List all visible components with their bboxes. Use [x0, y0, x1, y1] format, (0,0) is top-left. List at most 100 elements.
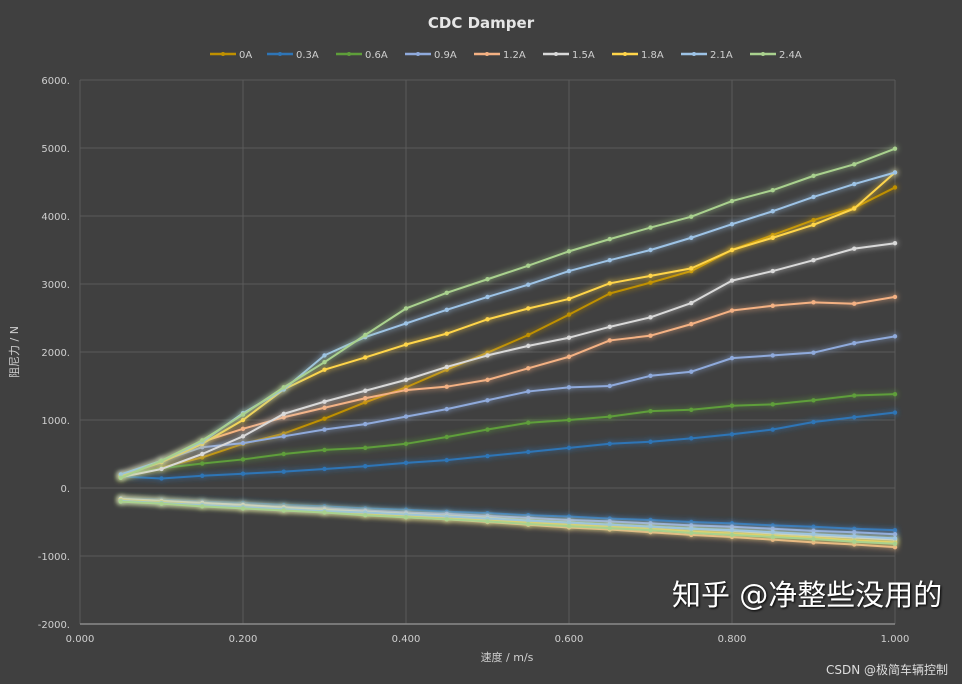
legend-item-0.9A: 0.9A [405, 50, 457, 61]
data-point [729, 221, 735, 227]
data-point [281, 451, 286, 457]
legend-item-0.3A: 0.3A [267, 50, 319, 61]
legend-item-0A: 0A [210, 50, 252, 61]
series-line-compression [120, 295, 896, 477]
legend-label: 0.6A [365, 50, 388, 61]
data-point [281, 385, 286, 390]
legend-item-0.6A: 0.6A [336, 50, 388, 61]
legend-label: 1.8A [641, 50, 664, 61]
data-point [852, 162, 857, 167]
data-point [444, 517, 449, 522]
zhihu-watermark: 知乎 @净整些没用的 [672, 578, 943, 612]
data-point [566, 520, 572, 525]
data-point [444, 290, 449, 296]
data-point [444, 364, 449, 370]
data-point [607, 281, 612, 286]
data-point [689, 235, 694, 240]
data-point [729, 403, 735, 408]
data-point [811, 217, 816, 223]
legend-marker [221, 52, 225, 56]
data-point [729, 247, 735, 253]
data-point [770, 303, 775, 308]
data-point [526, 518, 531, 523]
data-point [526, 420, 531, 425]
data-point [852, 301, 857, 306]
y-axis-title: 阻尼力 / N [8, 326, 21, 378]
data-point [485, 317, 490, 322]
data-point [648, 408, 653, 414]
data-point [648, 527, 653, 533]
data-point [770, 427, 775, 432]
data-point [811, 419, 816, 425]
data-point [852, 246, 857, 251]
y-tick-label: 4000. [41, 212, 70, 223]
data-point [363, 421, 368, 427]
data-point [811, 194, 816, 200]
data-point [689, 530, 694, 536]
data-point [689, 519, 694, 525]
series-line-compression [120, 242, 896, 479]
series-group [118, 146, 898, 550]
data-point [240, 440, 246, 446]
legend-marker [761, 52, 765, 56]
chart-title: CDC Damper [428, 14, 535, 32]
data-point [689, 214, 694, 219]
x-tick-label: 1.000 [881, 634, 910, 645]
legend-label: 2.1A [710, 50, 733, 61]
data-point [403, 387, 409, 393]
data-point [689, 526, 694, 531]
data-point [729, 198, 735, 204]
data-point [689, 300, 694, 306]
series-line-compression [120, 335, 896, 477]
data-point [770, 187, 775, 193]
data-point [892, 334, 898, 339]
data-point [892, 536, 898, 541]
series-0.6A [118, 391, 898, 541]
data-point [240, 417, 246, 423]
data-point [444, 331, 449, 336]
data-point [403, 377, 409, 383]
data-point [811, 540, 816, 545]
data-point [811, 536, 816, 542]
data-point [322, 360, 327, 365]
data-point [526, 521, 531, 527]
data-point [485, 294, 490, 300]
data-point [770, 523, 775, 528]
data-point [729, 521, 735, 526]
data-point [118, 475, 123, 480]
data-point [566, 385, 572, 390]
series-1.2A [118, 294, 898, 550]
data-point [240, 426, 246, 432]
data-point [729, 432, 735, 437]
data-point [363, 396, 368, 401]
data-point [526, 449, 531, 455]
data-point [363, 464, 368, 469]
data-point [566, 268, 572, 274]
data-point [648, 439, 653, 444]
data-point [811, 398, 816, 403]
data-point [852, 534, 857, 539]
data-point [811, 258, 816, 263]
data-point [159, 458, 164, 463]
data-point [322, 416, 327, 421]
x-tick-label: 0.000 [66, 634, 95, 645]
data-point [648, 524, 653, 529]
data-point [240, 457, 246, 462]
data-point [485, 353, 490, 358]
data-point [689, 321, 694, 327]
data-point [811, 350, 816, 355]
data-point [281, 415, 286, 420]
legend-label: 0A [239, 50, 252, 61]
data-point [852, 206, 857, 211]
data-point [811, 300, 816, 305]
data-point [566, 417, 572, 423]
data-point [159, 466, 164, 472]
x-tick-label: 0.800 [718, 634, 747, 645]
data-point [240, 434, 246, 439]
data-point [240, 471, 246, 476]
data-point [526, 282, 531, 287]
data-point [403, 306, 409, 311]
data-point [852, 181, 857, 187]
legend-marker [278, 52, 282, 56]
y-tick-label: 0. [60, 484, 70, 495]
